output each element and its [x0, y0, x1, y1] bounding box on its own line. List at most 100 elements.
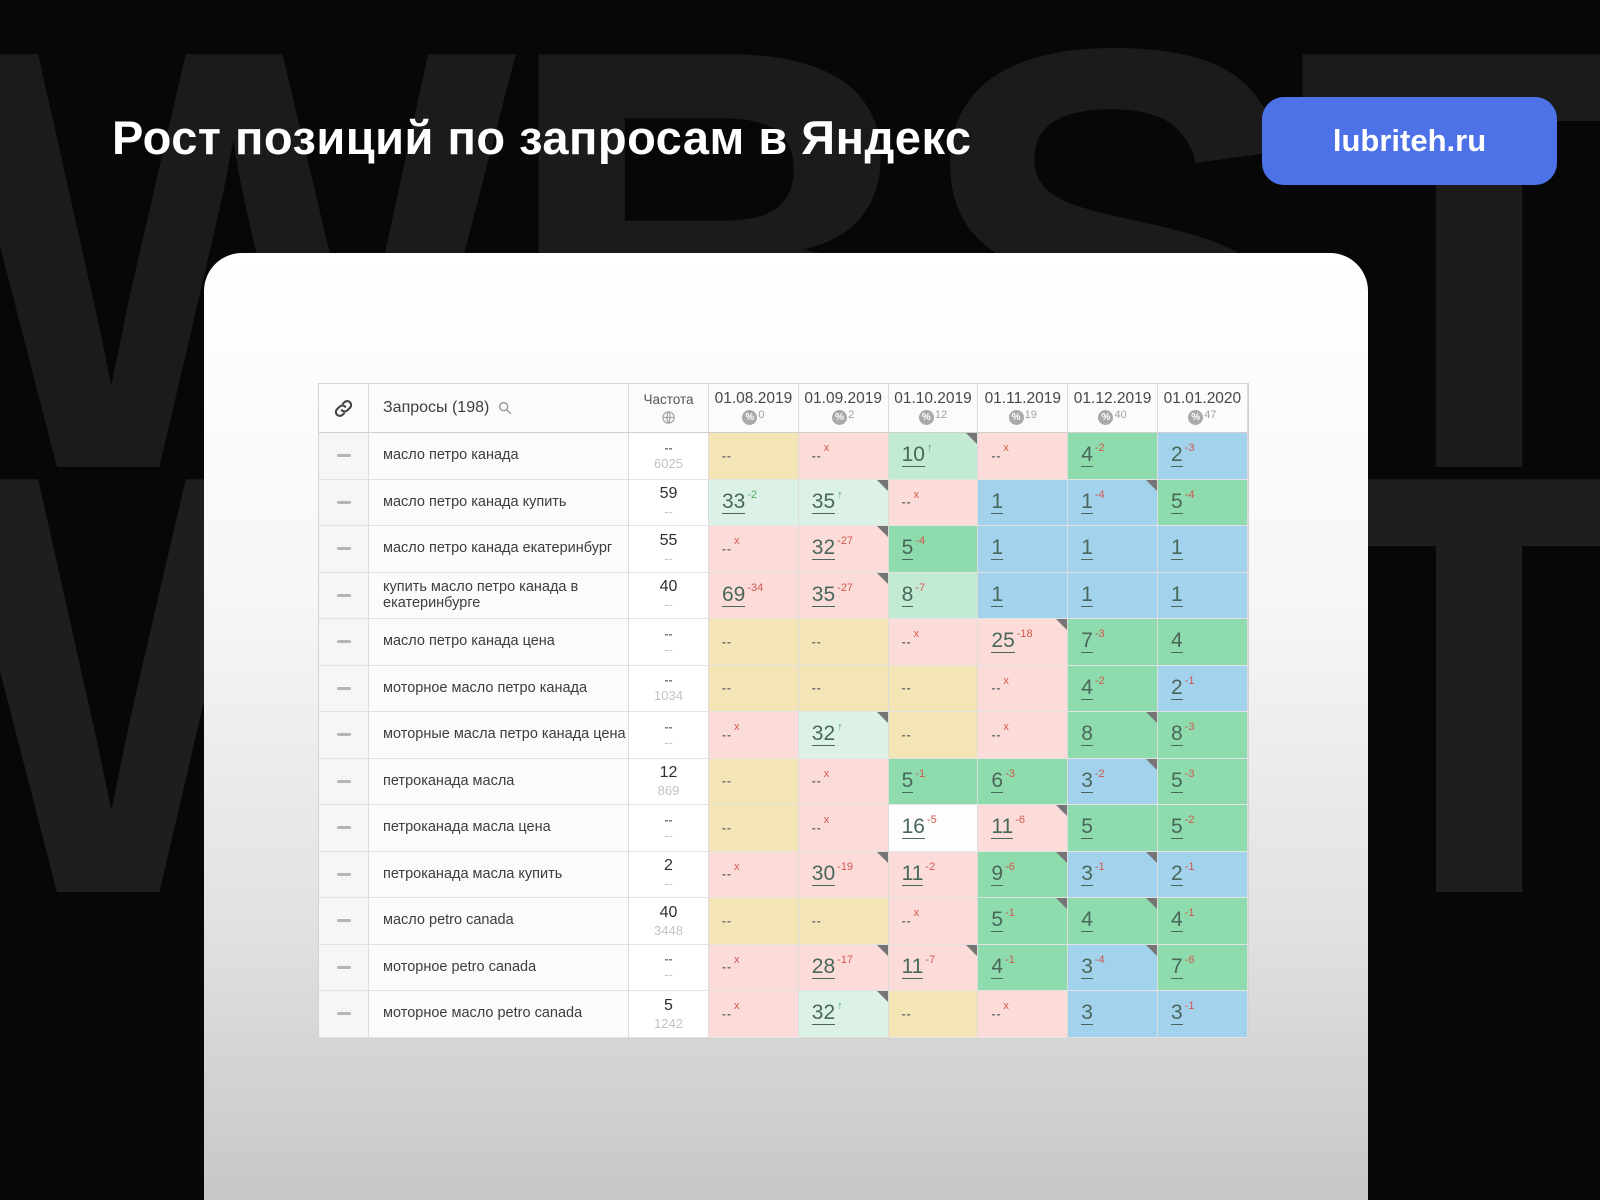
position-value[interactable]: 35	[811, 489, 836, 514]
position-cell[interactable]: 5 -1	[978, 898, 1069, 945]
position-cell[interactable]: 4 -2	[1068, 665, 1158, 712]
position-value[interactable]: 11	[991, 815, 1014, 840]
frequency-column-header[interactable]: Частота	[629, 384, 709, 432]
position-value[interactable]: 1	[1081, 582, 1093, 607]
position-cell[interactable]: 7 -3	[1068, 619, 1158, 666]
row-link-cell[interactable]	[319, 944, 369, 991]
position-value[interactable]: 7	[1081, 629, 1093, 654]
position-value[interactable]: 5	[1170, 815, 1183, 840]
query-cell[interactable]: моторное масло petro canada	[369, 991, 629, 1038]
position-cell[interactable]: 4 -2	[1068, 433, 1158, 480]
position-cell[interactable]: 33 -2	[709, 479, 799, 526]
row-link-cell[interactable]	[319, 758, 369, 805]
row-link-cell[interactable]	[319, 526, 369, 573]
row-link-cell[interactable]	[319, 665, 369, 712]
position-value[interactable]: 5	[901, 768, 914, 793]
position-value[interactable]: 11	[901, 861, 924, 886]
position-value[interactable]: 3	[1081, 861, 1093, 886]
position-value[interactable]: 1	[991, 536, 1004, 561]
position-value[interactable]: 1	[991, 582, 1004, 607]
row-link-cell[interactable]	[319, 479, 369, 526]
position-value[interactable]: 3	[1170, 1001, 1183, 1026]
position-value[interactable]: 1	[991, 489, 1004, 514]
position-value[interactable]: 5	[901, 536, 914, 561]
query-cell[interactable]: моторное масло петро канада	[369, 665, 629, 712]
position-cell[interactable]: 1	[978, 479, 1069, 526]
position-cell[interactable]: 2 -1	[1157, 851, 1248, 898]
position-value[interactable]: 4	[1170, 629, 1183, 654]
position-value[interactable]: 10	[901, 443, 925, 468]
date-column-header[interactable]: 01.01.2020% 47	[1157, 384, 1248, 432]
row-link-cell[interactable]	[319, 991, 369, 1038]
position-value[interactable]: 25	[991, 629, 1015, 654]
position-cell[interactable]: 3 -1	[1068, 851, 1158, 898]
query-cell[interactable]: моторное petro canada	[369, 944, 629, 991]
position-value[interactable]: 2	[1170, 675, 1183, 700]
position-value[interactable]: 4	[1170, 908, 1183, 933]
position-value[interactable]: 1	[1170, 536, 1183, 561]
date-column-header[interactable]: 01.12.2019% 40	[1068, 384, 1158, 432]
date-column-header[interactable]: 01.08.2019% 0	[709, 384, 799, 432]
position-cell[interactable]: 7 -6	[1157, 944, 1248, 991]
position-cell[interactable]: 5	[1068, 805, 1158, 852]
position-value[interactable]: 4	[1081, 675, 1093, 700]
position-cell[interactable]: 2 -3	[1157, 433, 1248, 480]
position-cell[interactable]: 1	[978, 526, 1069, 573]
query-cell[interactable]: петроканада масла	[369, 758, 629, 805]
position-cell[interactable]: 5 -1	[888, 758, 979, 805]
position-cell[interactable]: 5 -4	[888, 526, 979, 573]
position-cell[interactable]: 16 -5	[888, 805, 979, 852]
position-cell[interactable]: 3 -4	[1068, 944, 1158, 991]
query-cell[interactable]: масло petro canada	[369, 898, 629, 945]
position-value[interactable]: 32	[811, 722, 836, 747]
position-cell[interactable]: 25 -18	[978, 619, 1069, 666]
position-cell[interactable]: 35 -27	[798, 572, 889, 619]
position-cell[interactable]: 3 -1	[1157, 991, 1248, 1038]
position-value[interactable]: 3	[1081, 954, 1093, 979]
position-value[interactable]: 1	[1170, 582, 1183, 607]
position-cell[interactable]: 3	[1068, 991, 1158, 1038]
position-value[interactable]: 16	[901, 815, 925, 840]
query-cell[interactable]: масло петро канада цена	[369, 619, 629, 666]
position-value[interactable]: 3	[1081, 1001, 1093, 1026]
row-link-cell[interactable]	[319, 805, 369, 852]
position-value[interactable]: 5	[1170, 489, 1183, 514]
position-cell[interactable]: 32 -27	[798, 526, 889, 573]
position-cell[interactable]: 11 -6	[978, 805, 1069, 852]
position-value[interactable]: 6	[991, 768, 1004, 793]
position-cell[interactable]: 8 -7	[888, 572, 979, 619]
position-cell[interactable]: 9 -6	[978, 851, 1069, 898]
position-cell[interactable]: 10 ↑	[888, 433, 979, 480]
row-link-cell[interactable]	[319, 712, 369, 759]
position-cell[interactable]: 1	[1157, 572, 1248, 619]
position-cell[interactable]: 6 -3	[978, 758, 1069, 805]
position-cell[interactable]: 4 -1	[1157, 898, 1248, 945]
row-link-cell[interactable]	[319, 619, 369, 666]
position-value[interactable]: 4	[991, 954, 1004, 979]
position-cell[interactable]: 5 -3	[1157, 758, 1248, 805]
query-cell[interactable]: купить масло петро канада в екатеринбург…	[369, 572, 629, 619]
row-link-cell[interactable]	[319, 433, 369, 480]
position-value[interactable]: 9	[991, 861, 1004, 886]
position-cell[interactable]: 8	[1068, 712, 1158, 759]
position-cell[interactable]: 2 -1	[1157, 665, 1248, 712]
position-value[interactable]: 4	[1081, 443, 1093, 468]
position-value[interactable]: 2	[1170, 861, 1183, 886]
search-icon[interactable]	[497, 400, 513, 416]
query-cell[interactable]: масло петро канада купить	[369, 479, 629, 526]
position-cell[interactable]: 28 -17	[798, 944, 889, 991]
position-cell[interactable]: 3 -2	[1068, 758, 1158, 805]
row-link-cell[interactable]	[319, 898, 369, 945]
position-value[interactable]: 8	[901, 582, 914, 607]
position-cell[interactable]: 8 -3	[1157, 712, 1248, 759]
position-cell[interactable]: 1	[1068, 572, 1158, 619]
position-value[interactable]: 5	[991, 908, 1004, 933]
position-value[interactable]: 5	[1081, 815, 1093, 840]
position-cell[interactable]: 1	[978, 572, 1069, 619]
query-cell[interactable]: петроканада масла цена	[369, 805, 629, 852]
position-cell[interactable]: 30 -19	[798, 851, 889, 898]
queries-column-header[interactable]: Запросы (198)	[369, 384, 629, 432]
query-cell[interactable]: петроканада масла купить	[369, 851, 629, 898]
position-value[interactable]: 5	[1170, 768, 1183, 793]
position-cell[interactable]: 69 -34	[709, 572, 799, 619]
